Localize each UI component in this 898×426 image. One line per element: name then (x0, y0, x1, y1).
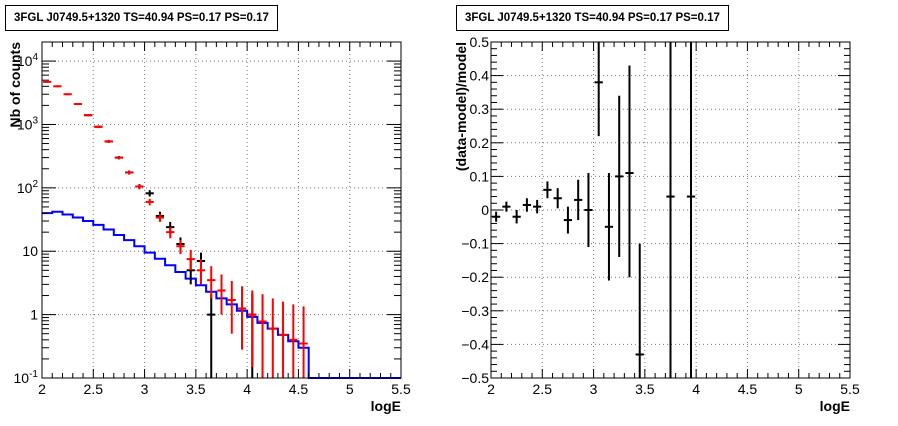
y-tick-label: 0.2 (470, 135, 490, 151)
residual-chart: 2 2.5 3 3.5 4 4.5 5 5.5 0.5 0.4 0.3 0.2 0.1 0 −0.1 −0.2… (453, 34, 860, 414)
left-chart-title: 3FGL J0749.5+1320 TS=40.94 PS=0.17 PS=0.… (5, 5, 278, 31)
y-tick-label: 1 (30, 307, 38, 323)
y-tick-label: 10-1 (14, 369, 39, 386)
x-tick-label: 2 (38, 381, 46, 397)
x-tick-label: 2.5 (84, 381, 104, 397)
y-tick-label: −0.2 (461, 269, 489, 285)
y-tick-label: 10 (22, 243, 38, 259)
y-tick-label: 0 (481, 202, 489, 218)
x-tick-label: 3 (590, 381, 598, 397)
x-tick-label: 4 (243, 381, 251, 397)
y-tick-label: 0.1 (470, 168, 490, 184)
y-tick-label: −0.3 (461, 303, 489, 319)
y-tick-label: 0.5 (470, 34, 490, 50)
y-axis-title: Nb of counts (7, 42, 23, 128)
x-tick-label: 2.5 (533, 381, 553, 397)
left-pad: 2 2.5 3 3.5 4 4.5 5 5.5 104 103 102 10 1 10-1 logE Nb o… (0, 0, 449, 421)
x-axis-title: logE (820, 398, 850, 414)
plot-frame (41, 41, 402, 379)
y-tick-label: 0.4 (470, 68, 490, 84)
x-tick-label: 5.5 (840, 381, 860, 397)
x-tick-label: 2 (487, 381, 495, 397)
y-tick-label: 0.3 (470, 101, 490, 117)
y-tick-label: 102 (17, 179, 39, 196)
x-tick-label: 3.5 (635, 381, 655, 397)
x-tick-label: 5 (346, 381, 354, 397)
y-tick-label: 104 (17, 52, 39, 69)
right-chart-title: 3FGL J0749.5+1320 TS=40.94 PS=0.17 PS=0.… (456, 5, 729, 31)
x-tick-label: 3 (141, 381, 149, 397)
x-tick-label: 3.5 (186, 381, 206, 397)
y-tick-label: −0.1 (461, 236, 489, 252)
right-pad: 2 2.5 3 3.5 4 4.5 5 5.5 0.5 0.4 0.3 0.2 0.1 0 −0.1 −0.2… (449, 0, 898, 421)
x-tick-label: 4 (692, 381, 700, 397)
y-axis-title: (data-model)/model (453, 42, 469, 171)
y-tick-label: 103 (17, 115, 39, 132)
x-tick-label: 4.5 (289, 381, 309, 397)
x-axis-title: logE (371, 398, 401, 414)
x-tick-label: 5 (795, 381, 803, 397)
y-tick-label: −0.5 (461, 370, 489, 386)
x-tick-label: 5.5 (391, 381, 411, 397)
y-tick-label: −0.4 (461, 336, 489, 352)
x-tick-label: 4.5 (738, 381, 758, 397)
